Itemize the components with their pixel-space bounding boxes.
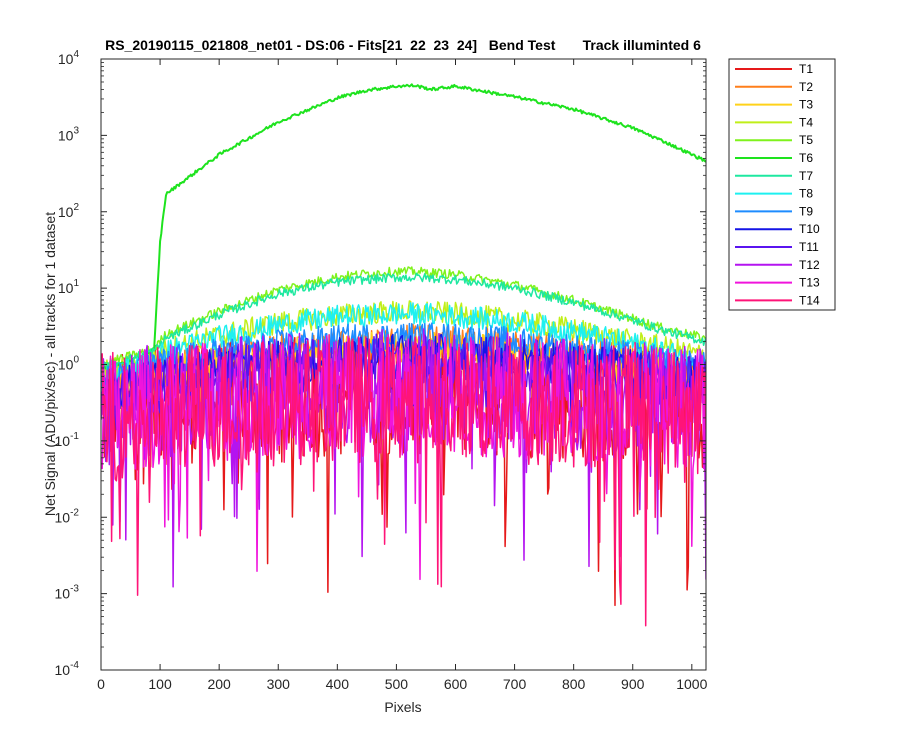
legend: T1 T2 T3 T4 T5 T6 T7 T8 T9 T10 T11 T12 T13 T14 xyxy=(728,58,836,311)
legend-box xyxy=(728,58,836,311)
y-tick-label: 10-1 xyxy=(55,431,80,449)
legend-label-t7: T7 xyxy=(799,169,813,183)
legend-label-t2: T2 xyxy=(799,80,813,94)
legend-label-t10: T10 xyxy=(799,222,820,236)
y-tick-label: 10-4 xyxy=(55,660,80,678)
y-tick-label: 104 xyxy=(58,49,80,67)
chart-title: RS_20190115_021808_net01 - DS:06 - Fits[… xyxy=(105,37,701,53)
legend-label-t9: T9 xyxy=(799,204,813,218)
y-tick-label: 103 xyxy=(58,125,80,143)
series-line-t14 xyxy=(101,334,706,627)
legend-label-t1: T1 xyxy=(799,62,813,76)
legend-label-t5: T5 xyxy=(799,133,813,147)
x-tick-label: 0 xyxy=(97,676,105,692)
legend-label-t13: T13 xyxy=(799,276,820,290)
legend-label-t4: T4 xyxy=(799,115,813,129)
series-line-t5 xyxy=(101,266,706,370)
legend-label-t6: T6 xyxy=(799,151,813,165)
x-tick-label: 200 xyxy=(207,676,231,692)
legend-label-t14: T14 xyxy=(799,293,820,307)
y-tick-label: 102 xyxy=(58,202,80,220)
y-axis-ticks: 10-4 10-3 10-2 10-1 100 101 102 103 104 xyxy=(55,49,706,678)
x-tick-label: 900 xyxy=(621,676,645,692)
x-tick-label: 300 xyxy=(267,676,291,692)
x-tick-label: 600 xyxy=(444,676,468,692)
x-tick-label: 400 xyxy=(326,676,350,692)
x-tick-label: 100 xyxy=(148,676,172,692)
plot-lines-group xyxy=(101,83,706,627)
y-tick-label: 100 xyxy=(58,355,80,373)
y-tick-label: 10-2 xyxy=(55,507,80,525)
y-tick-label: 101 xyxy=(58,278,80,296)
y-tick-label: 10-3 xyxy=(55,584,80,602)
series-line-t12 xyxy=(101,328,706,588)
y-axis-label: Net Signal (ADU/pix/sec) - all tracks fo… xyxy=(42,212,58,516)
series-line-t7 xyxy=(101,272,706,373)
series-line-t6 xyxy=(101,83,706,370)
x-tick-label: 700 xyxy=(503,676,527,692)
x-axis-label: Pixels xyxy=(384,699,421,715)
legend-label-t12: T12 xyxy=(799,258,820,272)
x-axis-ticks: 0 100 200 300 400 500 600 700 800 900 1000 xyxy=(97,59,708,692)
legend-label-t11: T11 xyxy=(799,240,819,254)
legend-label-t8: T8 xyxy=(799,187,813,201)
series-line-t8 xyxy=(101,302,706,388)
x-tick-label: 800 xyxy=(562,676,586,692)
legend-label-t3: T3 xyxy=(799,98,813,112)
x-tick-label: 500 xyxy=(385,676,409,692)
x-tick-label: 1000 xyxy=(676,676,707,692)
